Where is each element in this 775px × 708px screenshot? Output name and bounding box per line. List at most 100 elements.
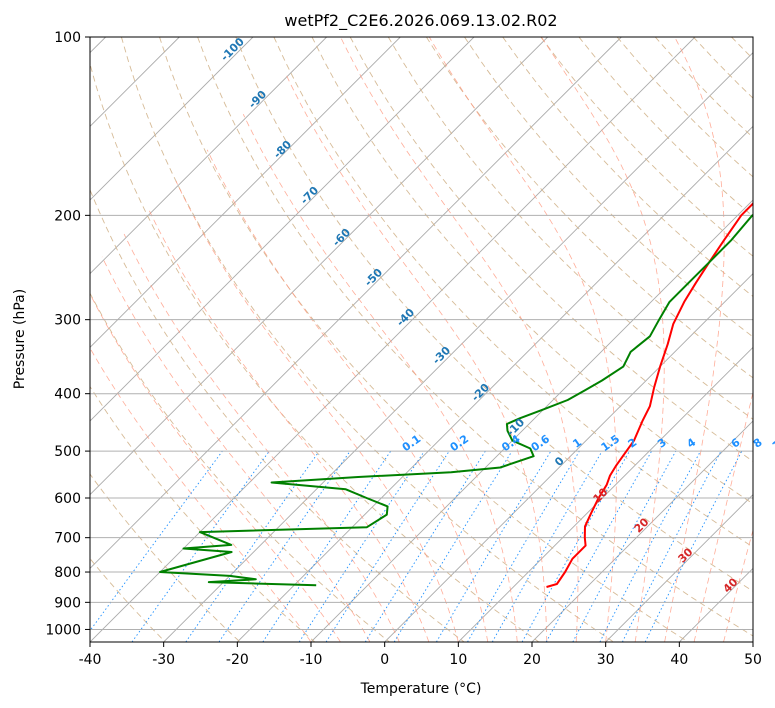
isotherm-line bbox=[752, 641, 753, 642]
isotherm-line bbox=[531, 420, 753, 642]
dry-adiabat-label: -20 bbox=[469, 381, 492, 404]
moist-adiabat-line bbox=[90, 293, 341, 642]
mixing-ratio-line bbox=[298, 450, 425, 642]
moist-adiabat-label: 20 bbox=[632, 515, 652, 535]
dry-adiabat-line bbox=[197, 37, 753, 637]
moist-adiabat-line bbox=[90, 347, 312, 642]
x-axis-title: Temperature (°C) bbox=[360, 681, 482, 697]
dry-adiabat-line bbox=[235, 37, 753, 592]
mixing-ratio-line bbox=[325, 450, 450, 642]
mixing-ratio-label: 10 bbox=[770, 433, 775, 453]
dry-adiabat-line bbox=[387, 37, 753, 420]
mixing-ratio-line bbox=[436, 450, 552, 642]
dry-adiabat-line bbox=[273, 37, 753, 548]
mixing-ratio-line bbox=[572, 450, 677, 642]
x-tick-label: -40 bbox=[79, 652, 102, 668]
dry-adiabat-line bbox=[464, 37, 753, 338]
profile-lines bbox=[159, 202, 753, 588]
y-tick-label: 700 bbox=[54, 531, 81, 547]
isotherm-line bbox=[90, 37, 401, 348]
y-tick-label: 600 bbox=[54, 491, 81, 507]
moist-adiabat-line bbox=[693, 390, 753, 642]
mixing-ratio-label: 4 bbox=[685, 436, 699, 451]
dry-adiabat-line bbox=[426, 37, 753, 379]
moist-adiabat-label: 10 bbox=[591, 485, 611, 505]
dry-adiabat-line bbox=[90, 473, 241, 642]
isotherm-line bbox=[237, 125, 753, 642]
grid bbox=[90, 214, 753, 630]
x-tick-label: 20 bbox=[523, 652, 541, 668]
mixing-ratio-line bbox=[131, 450, 270, 642]
moist-adiabat-line bbox=[123, 233, 400, 642]
dry-adiabat-label: -40 bbox=[394, 306, 417, 329]
dry-adiabat-label: -70 bbox=[298, 184, 321, 207]
isotherm-line bbox=[679, 567, 753, 642]
x-tick-label: 50 bbox=[744, 652, 762, 668]
mixing-ratio-line bbox=[218, 450, 351, 642]
isotherm-line bbox=[90, 37, 475, 422]
isotherm-line bbox=[310, 199, 753, 642]
dry-adiabat-line bbox=[159, 37, 689, 642]
isotherm-line bbox=[90, 37, 622, 569]
dry-adiabat-line bbox=[120, 37, 614, 642]
mixing-ratio-line bbox=[90, 450, 223, 632]
background-lines bbox=[90, 37, 775, 642]
dry-adiabat-line bbox=[578, 37, 753, 217]
y-tick-label: 400 bbox=[54, 387, 81, 403]
moist-adiabat-line bbox=[148, 208, 430, 642]
mixing-ratio-line bbox=[545, 450, 652, 642]
dry-adiabat-line bbox=[90, 62, 540, 642]
x-axis: -40 -30 -20 -10 0 10 20 30 40 50 bbox=[79, 642, 762, 668]
dry-adiabat-label: -100 bbox=[218, 35, 247, 64]
dry-adiabat-line bbox=[770, 37, 775, 642]
moist-adiabat-line bbox=[428, 37, 617, 642]
mixing-ratio-line bbox=[621, 450, 722, 642]
dry-adiabat-line bbox=[90, 385, 315, 642]
mixing-ratio-line bbox=[467, 450, 580, 642]
moist-adiabat-line bbox=[752, 640, 753, 642]
isotherm-line bbox=[90, 37, 696, 642]
mixing-ratio-label: 1 bbox=[570, 436, 584, 451]
mixing-ratio-line bbox=[364, 450, 486, 642]
profile-series-line bbox=[546, 202, 753, 588]
moist-adiabat-line bbox=[242, 114, 518, 642]
moist-adiabat-line bbox=[101, 256, 371, 642]
dry-adiabat-line bbox=[90, 292, 390, 642]
mixing-ratio-label: 3 bbox=[655, 436, 669, 451]
y-tick-label: 300 bbox=[54, 313, 81, 329]
dry-adiabat-line bbox=[90, 188, 465, 642]
x-tick-label: 0 bbox=[380, 652, 389, 668]
moist-adiabat-line bbox=[664, 37, 725, 642]
dry-adiabat-label: -10 bbox=[504, 416, 527, 439]
mixing-ratio-line bbox=[521, 450, 630, 642]
x-tick-label: -30 bbox=[152, 652, 175, 668]
isotherm-line bbox=[90, 37, 254, 201]
isotherm-line bbox=[90, 37, 548, 496]
moist-adiabat-line bbox=[175, 180, 459, 642]
dry-adiabat-line bbox=[90, 557, 166, 642]
mixing-ratio-line bbox=[393, 450, 513, 642]
dry-adiabat-line bbox=[692, 37, 753, 99]
chart-title: wetPf2_C2E6.2026.069.13.02.R02 bbox=[284, 11, 557, 31]
mixing-ratio-line bbox=[644, 450, 743, 642]
isotherm-line bbox=[90, 37, 327, 275]
y-tick-label: 100 bbox=[54, 30, 81, 46]
x-tick-label: -10 bbox=[300, 652, 323, 668]
y-tick-label: 200 bbox=[54, 208, 81, 224]
x-tick-label: 30 bbox=[597, 652, 615, 668]
moist-adiabat-label: 40 bbox=[721, 575, 741, 595]
moist-adiabat-label: 30 bbox=[676, 545, 696, 565]
dry-adiabat-label: -60 bbox=[330, 226, 353, 249]
dry-adiabat-label: -80 bbox=[271, 138, 294, 161]
profile-series-line bbox=[159, 213, 753, 587]
dry-adiabat-label: -30 bbox=[430, 344, 453, 367]
dry-adiabat-label: -90 bbox=[246, 88, 269, 111]
x-tick-label: 40 bbox=[670, 652, 688, 668]
x-tick-label: 10 bbox=[449, 652, 467, 668]
moist-adiabat-line bbox=[340, 37, 579, 642]
plot-frame bbox=[89, 36, 754, 643]
isotherm-line bbox=[384, 273, 753, 642]
y-tick-label: 1000 bbox=[45, 622, 81, 638]
isotherm-line bbox=[458, 346, 753, 642]
